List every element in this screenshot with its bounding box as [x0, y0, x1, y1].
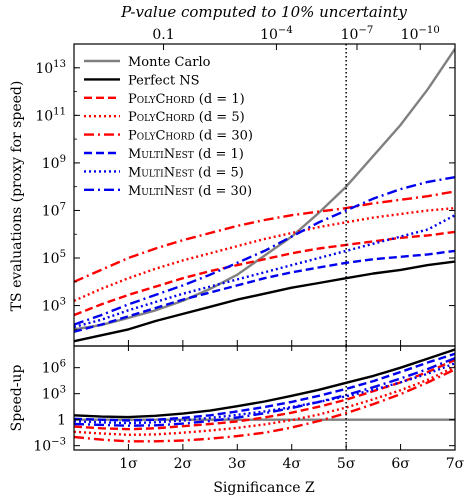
top-y-tick-label-5: 1013: [35, 59, 66, 77]
legend-label-1: Perfect NS: [128, 73, 200, 88]
top-y-axis-label: TS evaluations (proxy for speed): [9, 81, 25, 312]
top-series-3: [74, 206, 455, 302]
bottom-x-tick-label-2: 3σ: [228, 456, 247, 472]
bottom-series-5: [74, 352, 455, 422]
bottom-series-7: [74, 356, 455, 427]
legend-label-4: PolyChord (d = 30): [128, 129, 253, 144]
top-x-tick-label-0: 0.1: [152, 27, 174, 43]
top-series-4: [74, 190, 455, 283]
top-y-tick-label-3: 109: [42, 154, 66, 172]
top-series-2: [74, 230, 455, 317]
bottom-x-tick-label-3: 4σ: [282, 456, 301, 472]
bottom-panel-frame: [73, 345, 456, 451]
bottom-series-3: [74, 365, 455, 436]
top-series-7: [74, 176, 455, 326]
bottom-y-tick-label-3: 106: [42, 359, 66, 377]
legend-label-5: MultiNest (d = 1): [128, 147, 244, 162]
legend-label-6: MultiNest (d = 5): [128, 165, 244, 180]
bottom-series-2: [74, 358, 455, 431]
top-series-6: [74, 214, 455, 329]
legend-label-3: PolyChord (d = 5): [128, 110, 245, 125]
bottom-x-tick-label-1: 2σ: [174, 456, 193, 472]
bottom-y-axis-label: Speed-up: [9, 365, 25, 432]
x-axis-label: Significance Z: [213, 480, 315, 496]
top-x-tick-label-2: 10−7: [341, 25, 374, 43]
top-y-tick-label-0: 103: [42, 297, 66, 315]
top-series-1: [74, 260, 455, 343]
top-series-5: [74, 249, 455, 333]
top-axis-title: P-value computed to 10% uncertainty: [120, 3, 407, 21]
bottom-series-4: [74, 368, 455, 443]
bottom-y-tick-label-2: 103: [42, 385, 66, 403]
bottom-x-tick-label-4: 5σ: [337, 456, 356, 472]
top-y-tick-label-4: 1011: [35, 106, 66, 124]
bottom-y-tick-label-0: 10−3: [33, 437, 66, 455]
bottom-y-tick-label-1: 1: [57, 413, 66, 429]
legend-label-2: PolyChord (d = 1): [128, 92, 245, 107]
bottom-panel-series: [74, 348, 455, 443]
legend: Monte Carlo Perfect NS PolyChord (d = 1) Po…: [84, 55, 253, 199]
legend-label-0: Monte Carlo: [128, 55, 211, 70]
axis-ticks: 103 105 107 109 1011 1013 0.1 10−4 10−7 10−10 10−3…: [33, 25, 464, 472]
bottom-x-tick-label-5: 6σ: [391, 456, 410, 472]
top-panel-series: [74, 48, 455, 343]
top-x-tick-label-1: 10−4: [260, 25, 293, 43]
top-x-tick-label-3: 10−10: [401, 25, 440, 43]
top-series-0: [74, 48, 455, 331]
bottom-x-tick-label-0: 1σ: [119, 456, 138, 472]
legend-label-7: MultiNest (d = 30): [128, 184, 252, 199]
top-y-tick-label-1: 105: [42, 249, 66, 267]
top-y-tick-label-2: 107: [42, 201, 66, 219]
bottom-series-1: [74, 348, 455, 419]
bottom-x-tick-label-6: 7σ: [446, 456, 465, 472]
bottom-series-6: [74, 362, 455, 425]
